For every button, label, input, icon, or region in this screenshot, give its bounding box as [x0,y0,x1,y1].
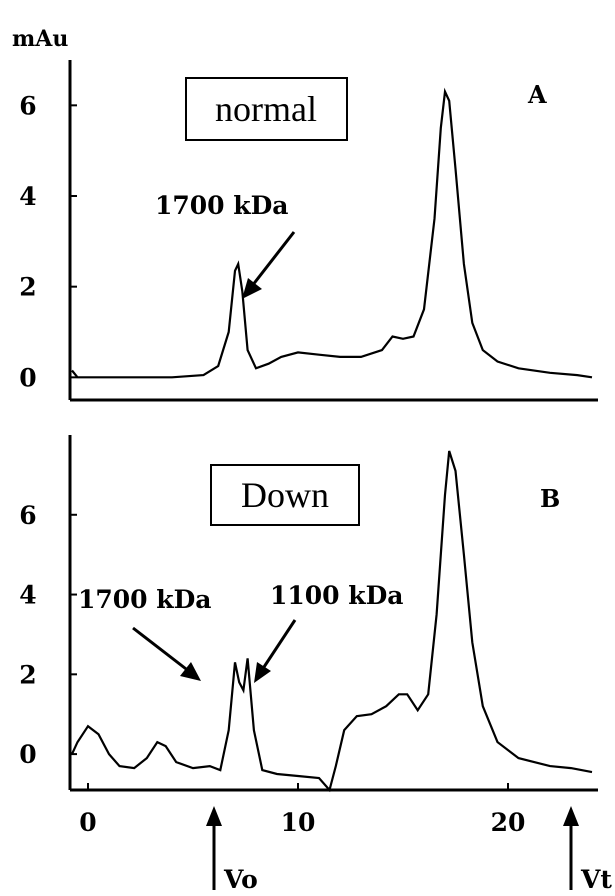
panel-b-letter: B [540,484,560,513]
panel-a-series-line [71,87,593,379]
panel-a-boxed-label: normal [215,89,317,129]
panel-b-label-box [210,464,360,526]
panel-b-y-tick-label: 4 [19,581,36,610]
panel-a-y-tick-label: 4 [19,182,36,211]
marker-label-vt: Vt [580,865,612,894]
panel-b-y-tick-label: 0 [19,740,36,769]
panel-b-series-line [71,450,593,793]
panel-b-annotation-1700: 1700 kDa [78,585,211,614]
panel-a-arrow-1700 [242,231,296,299]
panel-a-label-box [185,77,348,141]
panel-b-annotation-1100: 1100 kDa [270,581,403,610]
panel-b-arrow-1700 [132,626,201,681]
panel-b-x-tick-label: 10 [281,808,316,837]
marker-arrowhead-vt [563,806,579,826]
panel-b-x-tick-label: 20 [491,808,526,837]
panel-b-arrow-1100 [254,619,297,683]
marker-label-vo: Vo [223,865,258,894]
panel-b: 0 2 4 6 0 10 20 Down B 1700 kDa 1100 kDa Vo Vt [19,435,612,894]
panel-b-x-tick-label: 0 [79,808,96,837]
panel-b-y-tick-label: 6 [19,501,36,530]
panel-b-boxed-label: Down [241,475,329,515]
panel-a-annotation-1700: 1700 kDa [155,191,288,220]
panel-a-y-tick-label: 6 [19,91,36,120]
panel-b-y-tick-label: 2 [19,660,36,689]
y-unit-label: mAu [12,26,68,52]
panel-a-y-tick-label: 2 [19,273,36,302]
panel-a-y-tick-label: 0 [19,363,36,392]
panel-a-letter: A [527,80,547,109]
marker-arrowhead-vo [206,806,222,826]
panel-a: mAu 0 2 4 6 normal A 1700 kDa [12,26,598,402]
